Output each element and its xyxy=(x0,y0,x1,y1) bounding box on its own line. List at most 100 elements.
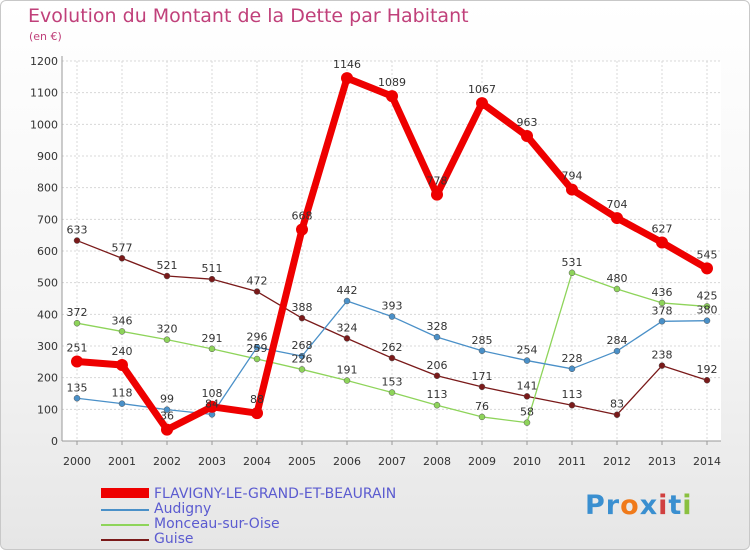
logo-letter: i xyxy=(682,490,693,521)
data-label-flavigny-le-grand-et-beaurain: 1146 xyxy=(333,58,361,71)
data-point-audigny xyxy=(658,318,666,325)
proxiti-logo: Proxiti xyxy=(585,490,693,521)
data-point-flavigny-le-grand-et-beaurain xyxy=(611,212,623,225)
data-label-audigny: 84 xyxy=(205,397,219,410)
legend-swatch-guise xyxy=(101,539,149,541)
chart-unit: (en €) xyxy=(29,30,62,43)
x-tick-label: 2011 xyxy=(558,455,586,468)
data-point-flavigny-le-grand-et-beaurain xyxy=(71,355,83,368)
data-label-audigny: 393 xyxy=(382,300,403,313)
data-label-monceau-sur-oise: 291 xyxy=(202,332,223,345)
data-point-audigny xyxy=(433,333,441,341)
data-point-audigny xyxy=(523,357,531,364)
data-label-audigny: 254 xyxy=(517,344,538,357)
data-label-guise: 388 xyxy=(292,301,313,314)
data-point-flavigny-le-grand-et-beaurain xyxy=(431,188,443,201)
data-label-monceau-sur-oise: 226 xyxy=(292,352,313,365)
data-point-flavigny-le-grand-et-beaurain xyxy=(206,400,218,413)
x-tick-label: 2005 xyxy=(288,455,316,468)
data-label-audigny: 99 xyxy=(160,393,174,406)
x-tick-label: 2010 xyxy=(513,455,541,468)
data-label-monceau-sur-oise: 320 xyxy=(157,323,178,336)
data-point-audigny xyxy=(703,317,711,324)
data-point-flavigny-le-grand-et-beaurain xyxy=(656,236,668,249)
data-label-flavigny-le-grand-et-beaurain: 1067 xyxy=(468,83,496,96)
x-tick-label: 2006 xyxy=(333,455,361,468)
x-tick-label: 2007 xyxy=(378,455,406,468)
logo-letter: P xyxy=(585,490,606,521)
grid xyxy=(62,60,721,442)
data-label-flavigny-le-grand-et-beaurain: 240 xyxy=(112,345,133,358)
data-point-guise xyxy=(118,255,126,262)
data-label-flavigny-le-grand-et-beaurain: 545 xyxy=(697,248,718,261)
data-point-guise xyxy=(253,288,261,295)
data-label-audigny: 285 xyxy=(472,334,493,347)
data-label-flavigny-le-grand-et-beaurain: 627 xyxy=(652,222,673,235)
data-point-audigny xyxy=(478,347,486,354)
data-point-monceau-sur-oise xyxy=(523,419,531,426)
data-label-flavigny-le-grand-et-beaurain: 88 xyxy=(250,393,264,406)
data-label-flavigny-le-grand-et-beaurain: 963 xyxy=(517,116,538,129)
x-tick-label: 2001 xyxy=(108,455,136,468)
data-point-flavigny-le-grand-et-beaurain xyxy=(476,97,488,110)
data-point-flavigny-le-grand-et-beaurain xyxy=(566,183,578,196)
legend-label-monceau: Monceau-sur-Oise xyxy=(154,516,280,532)
data-label-guise: 633 xyxy=(67,224,88,237)
logo-letter: r xyxy=(605,490,621,521)
y-tick-label: 100 xyxy=(37,403,58,416)
data-label-guise: 171 xyxy=(472,370,493,383)
data-label-guise: 192 xyxy=(697,363,718,376)
data-label-flavigny-le-grand-et-beaurain: 704 xyxy=(607,198,628,211)
data-labels: 633 577 521 511 472 388 324 262 206 171 141 113 83 23… xyxy=(67,58,718,423)
data-label-guise: 141 xyxy=(517,379,538,392)
y-tick-label: 200 xyxy=(37,372,58,385)
data-point-guise xyxy=(613,411,621,418)
data-point-flavigny-le-grand-et-beaurain xyxy=(251,407,263,420)
data-label-monceau-sur-oise: 76 xyxy=(475,400,489,413)
data-point-monceau-sur-oise xyxy=(703,303,711,310)
x-tick-label: 2004 xyxy=(243,455,271,468)
data-label-guise: 472 xyxy=(247,275,268,288)
x-tick-label: 2003 xyxy=(198,455,226,468)
y-tick-label: 600 xyxy=(37,245,58,258)
data-label-monceau-sur-oise: 259 xyxy=(247,342,268,355)
data-point-audigny xyxy=(73,395,81,402)
data-point-guise xyxy=(703,376,711,384)
data-label-monceau-sur-oise: 372 xyxy=(67,306,88,319)
data-label-audigny: 284 xyxy=(607,334,628,347)
data-point-guise xyxy=(433,372,441,380)
data-label-guise: 324 xyxy=(337,321,358,334)
data-point-monceau-sur-oise xyxy=(658,299,666,307)
legend-label-audigny: Audigny xyxy=(154,501,212,517)
data-label-guise: 113 xyxy=(562,388,583,401)
data-point-guise xyxy=(163,272,171,280)
data-point-flavigny-le-grand-et-beaurain xyxy=(161,423,173,436)
axes: 0 100 200 300 400 500 600 700 800 900 1000 1100 1200… xyxy=(30,55,721,468)
data-point-guise xyxy=(523,393,531,400)
data-label-audigny: 135 xyxy=(67,381,88,394)
logo-letter: o xyxy=(620,490,640,521)
data-label-flavigny-le-grand-et-beaurain: 251 xyxy=(67,342,88,355)
data-label-monceau-sur-oise: 153 xyxy=(382,376,403,389)
y-tick-label: 800 xyxy=(37,182,58,195)
data-label-flavigny-le-grand-et-beaurain: 668 xyxy=(292,209,313,222)
data-label-monceau-sur-oise: 346 xyxy=(112,314,133,327)
data-point-monceau-sur-oise xyxy=(478,413,486,421)
series-layer xyxy=(71,72,713,436)
data-point-monceau-sur-oise xyxy=(388,389,396,396)
data-point-monceau-sur-oise xyxy=(118,328,126,335)
data-point-audigny xyxy=(613,347,621,355)
data-point-monceau-sur-oise xyxy=(433,401,441,409)
data-label-monceau-sur-oise: 480 xyxy=(607,272,628,285)
data-point-audigny xyxy=(163,406,171,413)
x-tick-label: 2008 xyxy=(423,455,451,468)
legend-label-flavigny: FLAVIGNY-LE-GRAND-ET-BEAURAIN xyxy=(154,486,397,502)
data-point-audigny xyxy=(343,297,351,305)
y-tick-label: 900 xyxy=(37,150,58,163)
data-label-flavigny-le-grand-et-beaurain: 108 xyxy=(202,387,223,400)
data-label-audigny: 118 xyxy=(112,387,133,400)
data-point-audigny xyxy=(253,344,261,351)
data-point-monceau-sur-oise xyxy=(613,285,621,293)
data-label-guise: 262 xyxy=(382,341,403,354)
